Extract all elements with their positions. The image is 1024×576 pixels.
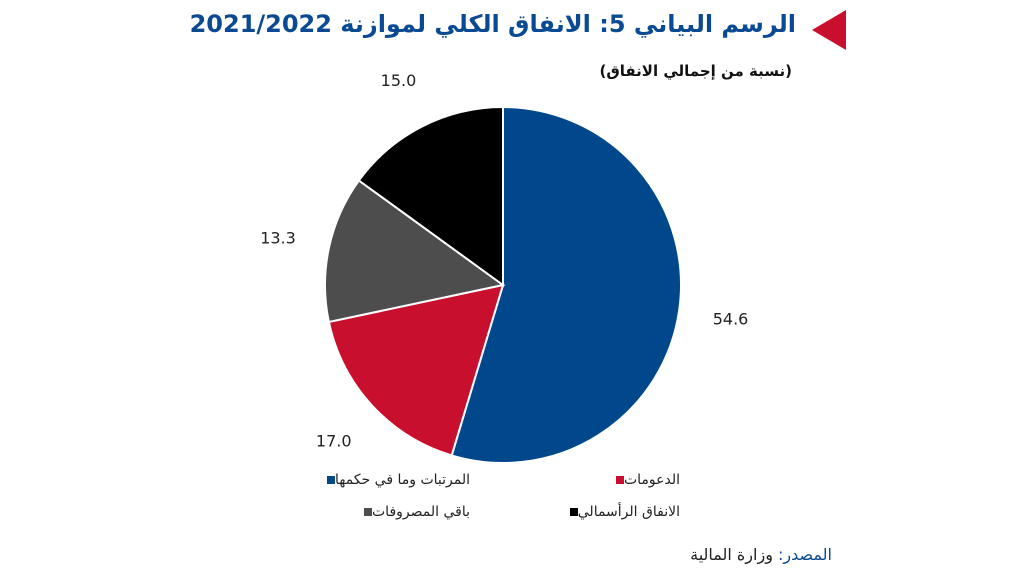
data-label: 13.3	[260, 228, 296, 247]
legend-swatch	[327, 476, 336, 484]
legend-swatch	[569, 508, 578, 516]
source-value: وزارة المالية	[690, 545, 773, 564]
data-label: 17.0	[316, 432, 352, 451]
data-label: 54.6	[713, 310, 749, 329]
slice-salaries	[450, 105, 682, 464]
legend-label: المرتبات وما في حكمها	[335, 472, 470, 488]
slice-capital-spending	[357, 105, 504, 287]
title-marker-icon	[812, 10, 846, 50]
legend-item: الدعومات	[610, 472, 680, 488]
slice-subsidies	[327, 283, 505, 457]
source-note: المصدر: وزارة المالية	[690, 545, 832, 564]
legend-item: الانفاق الرأسمالي	[564, 504, 680, 520]
legend-item: باقي المصروفات	[358, 504, 470, 520]
legend-swatch	[364, 508, 372, 516]
source-label: المصدر:	[778, 545, 832, 564]
legend-swatch	[615, 476, 624, 484]
legend-item: المرتبات وما في حكمها	[321, 472, 470, 488]
legend-label: الانفاق الرأسمالي	[577, 504, 680, 520]
legend-label: الدعومات	[623, 472, 680, 488]
legend-label: باقي المصروفات	[372, 504, 470, 520]
slice-other-expenses	[324, 179, 506, 324]
data-label: 15.0	[381, 71, 417, 90]
pie-chart: 54.6 17.0 13.3 15.0	[260, 71, 749, 464]
chart-subtitle: (نسبة من إجمالي الانفاق)	[599, 62, 792, 80]
chart-title: الرسم البياني 5: الانفاق الكلي لموازنة 2…	[189, 10, 796, 38]
chart-legend: المرتبات وما في حكمها الدعومات باقي المصرو…	[300, 468, 680, 528]
